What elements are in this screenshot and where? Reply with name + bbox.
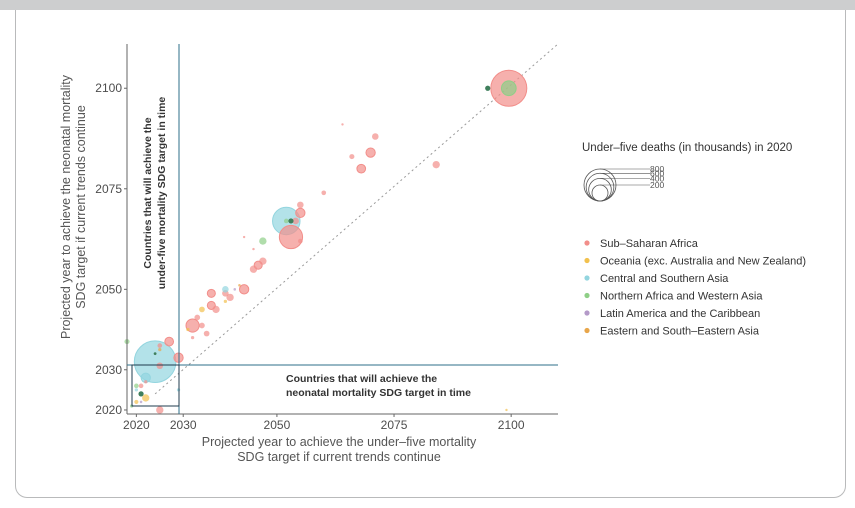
- y-tick-label: 2050: [95, 282, 122, 296]
- points-layer: [124, 43, 559, 414]
- data-point-series-0: [156, 362, 164, 370]
- data-point-series-0: [356, 163, 367, 174]
- size-legend-label-200: 200: [650, 180, 664, 190]
- data-point-series-5: [238, 284, 241, 287]
- data-point-series-3: [259, 237, 267, 245]
- data-point-series-1: [223, 299, 228, 304]
- data-point-series-0: [259, 257, 267, 265]
- size-legend-circle-200: [591, 184, 609, 202]
- legend-swatch-2: [584, 275, 590, 281]
- legend-label-1: Oceania (exc. Australia and New Zealand): [600, 256, 806, 268]
- data-point-series-0: [341, 123, 344, 126]
- size-legend-label-800: 800: [650, 164, 664, 174]
- y-tick-label: 2075: [95, 182, 122, 196]
- data-point-series-0: [349, 154, 355, 160]
- parity-diagonal-line: [154, 43, 559, 395]
- data-point-series-0: [157, 343, 163, 348]
- neonatal-annotation-line-2: neonatal mortality SDG target in time: [286, 387, 471, 399]
- data-point-series-0: [432, 160, 440, 169]
- data-point-series-0: [194, 314, 201, 321]
- data-point-series-0: [292, 217, 299, 225]
- dark-data-point: [153, 352, 157, 356]
- data-point-series-0: [252, 247, 255, 251]
- y-tick-label: 2030: [95, 363, 122, 377]
- size-legend-title: Under–five deaths (in thousands) in 2020: [582, 142, 792, 154]
- data-point-series-0: [206, 288, 216, 298]
- data-point-series-3: [283, 218, 289, 224]
- x-tick-label: 2075: [381, 418, 408, 432]
- data-point-series-0: [190, 335, 195, 340]
- x-axis-title-line-2: SDG target if current trends continue: [237, 450, 441, 464]
- y-tick-label: 2100: [95, 81, 122, 95]
- data-point-series-2: [222, 286, 229, 293]
- y-axis-title-line-2: SDG target if current trends continue: [74, 105, 88, 309]
- data-point-series-0: [226, 293, 234, 302]
- data-point-series-0: [249, 265, 258, 273]
- data-point-series-1: [142, 394, 150, 402]
- legend-label-3: Northern Africa and Western Asia: [600, 291, 763, 303]
- data-point-series-0: [144, 380, 148, 384]
- data-point-series-0: [212, 305, 220, 314]
- data-point-series-0: [242, 235, 246, 239]
- data-point-series-0: [278, 224, 304, 250]
- under5-annotation-line-2: under-five mortality SDG target in time: [156, 97, 168, 290]
- data-point-series-0: [164, 336, 175, 347]
- legend-swatch-5: [584, 327, 590, 334]
- data-point-series-2: [133, 340, 177, 384]
- legend-label-5: Eastern and South–Eastern Asia: [600, 326, 760, 338]
- top-banner: [0, 0, 855, 10]
- data-point-series-0: [372, 133, 379, 140]
- legend-swatch-4: [584, 310, 590, 316]
- data-point-series-0: [365, 147, 376, 158]
- data-point-series-0: [298, 238, 303, 244]
- under5-annotation-line-1: Countries that will achieve the: [142, 117, 154, 268]
- data-point-series-5: [158, 348, 162, 352]
- size-legend-label-600: 600: [650, 168, 664, 178]
- color-legend: Sub–Saharan Africa Oceania (exc. Australi…: [584, 238, 806, 338]
- data-point-series-1: [199, 306, 205, 313]
- data-point-series-0: [156, 406, 164, 414]
- legend-swatch-3: [584, 292, 590, 299]
- size-legend-label-400: 400: [650, 173, 664, 183]
- legend-swatch-0: [584, 240, 590, 246]
- data-point-series-0: [138, 383, 144, 389]
- x-tick-label: 2030: [170, 418, 197, 432]
- y-tick-label: 2020: [95, 403, 122, 417]
- data-point-series-4: [233, 288, 237, 291]
- data-point-series-0: [238, 284, 250, 295]
- legend-label-0: Sub–Saharan Africa: [600, 238, 699, 250]
- data-point-series-2: [134, 388, 139, 392]
- x-tick-label: 2100: [498, 418, 525, 432]
- data-point-series-0: [295, 207, 306, 219]
- neonatal-annotation-line-1: Countries that will achieve the: [286, 373, 437, 385]
- x-tick-label: 2020: [123, 418, 150, 432]
- data-point-series-1: [505, 408, 508, 412]
- both-target-box: [131, 364, 180, 407]
- size-legend-circle-400: [588, 177, 612, 202]
- data-point-series-0: [203, 330, 210, 337]
- data-point-series-3: [500, 80, 517, 97]
- legend-label-2: Central and Southern Asia: [600, 273, 729, 285]
- legend-label-4: Latin America and the Caribbean: [600, 308, 760, 320]
- x-tick-label: 2050: [264, 418, 291, 432]
- data-point-series-3: [134, 383, 139, 389]
- size-legend-circle-600: [585, 172, 615, 202]
- dark-data-point: [288, 218, 294, 224]
- data-point-series-0: [199, 322, 205, 329]
- figure-card: [15, 10, 846, 498]
- data-point-series-1: [134, 399, 139, 405]
- dark-data-point: [485, 85, 491, 91]
- ticks-layer: 2020 2030 2050 2075 2100 2020 2030 2050 2075 2100: [95, 81, 525, 432]
- data-point-series-4: [139, 400, 143, 404]
- dark-data-point: [138, 391, 144, 397]
- x-axis-title-line-1: Projected year to achieve the under–five…: [202, 435, 477, 449]
- data-point-series-1: [186, 327, 190, 332]
- data-point-series-0: [297, 201, 304, 209]
- data-point-series-0: [321, 190, 327, 196]
- legend-swatch-1: [584, 257, 590, 264]
- y-axis-title-line-1: Projected year to achieve the neonatal m…: [59, 74, 73, 339]
